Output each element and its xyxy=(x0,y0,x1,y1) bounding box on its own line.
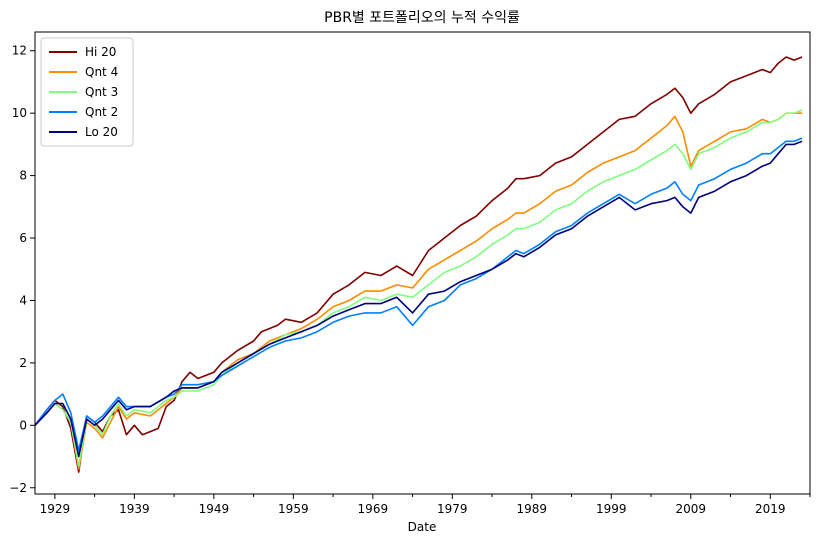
series-line-lo-20 xyxy=(34,140,803,458)
x-tick-label: 1949 xyxy=(199,502,230,516)
x-tick-label: 1929 xyxy=(40,502,71,516)
series-line-qnt-2 xyxy=(34,137,803,452)
y-axis: −2 0 2 4 6 8 10 12 xyxy=(9,44,35,495)
x-tick-label: 1959 xyxy=(278,502,309,516)
x-tick-label: 1979 xyxy=(437,502,468,516)
x-tick-label: 1969 xyxy=(358,502,389,516)
x-axis-title: Date xyxy=(408,520,437,534)
x-tick-label: 1989 xyxy=(517,502,548,516)
legend-label: Qnt 4 xyxy=(85,65,118,79)
chart-title: PBR별 포트폴리오의 누적 수익률 xyxy=(324,10,520,26)
x-tick-label: 2009 xyxy=(675,502,706,516)
legend-box xyxy=(40,37,134,147)
legend: Hi 20 Qnt 4 Qnt 3 Qnt 2 Lo 20 xyxy=(40,37,134,147)
x-axis: 1929 1939 1949 1959 1969 1979 1989 1999 2009 2019 xyxy=(40,494,811,516)
y-tick-label: 6 xyxy=(19,231,27,245)
y-tick-label: −2 xyxy=(9,481,27,495)
x-tick-label: 1939 xyxy=(119,502,150,516)
plot-frame xyxy=(34,31,811,495)
series-layer xyxy=(34,56,803,473)
legend-label: Qnt 2 xyxy=(85,105,118,119)
legend-label: Lo 20 xyxy=(85,125,118,139)
y-tick-label: 8 xyxy=(19,169,27,183)
y-tick-label: 2 xyxy=(19,356,27,370)
series-line-qnt-3 xyxy=(34,109,803,467)
legend-label: Qnt 3 xyxy=(85,85,118,99)
legend-label: Hi 20 xyxy=(85,45,116,59)
y-tick-label: 4 xyxy=(19,293,27,307)
series-line-hi-20 xyxy=(34,56,803,473)
x-tick-label: 1999 xyxy=(596,502,627,516)
x-tick-label: 2019 xyxy=(755,502,786,516)
series-line-qnt-4 xyxy=(34,112,803,470)
y-tick-label: 0 xyxy=(19,418,27,432)
y-tick-label: 10 xyxy=(12,106,27,120)
y-tick-label: 12 xyxy=(12,44,27,58)
